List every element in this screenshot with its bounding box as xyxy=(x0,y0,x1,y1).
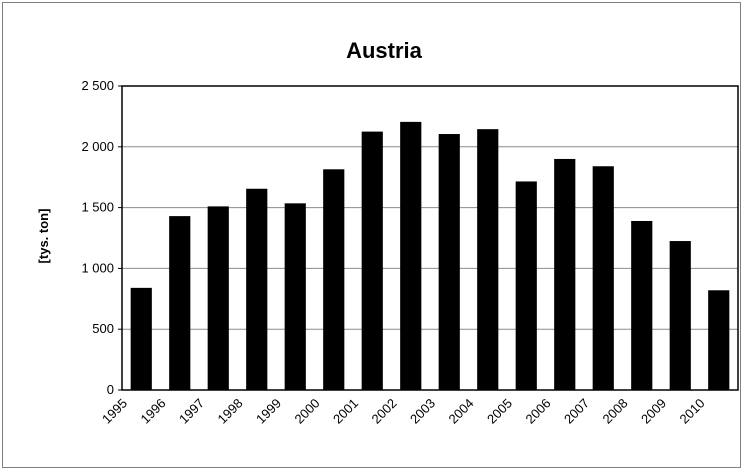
x-tick-label: 2010 xyxy=(677,396,708,427)
x-tick-label: 2004 xyxy=(446,396,477,427)
bar xyxy=(669,241,691,390)
bar xyxy=(169,216,191,390)
plot-area-border xyxy=(121,85,739,391)
x-tick-label: 1999 xyxy=(253,396,284,427)
bar xyxy=(708,290,730,390)
x-tick-label: 1996 xyxy=(138,396,169,427)
bar xyxy=(130,287,152,390)
bar xyxy=(438,134,460,390)
x-tick-label: 2008 xyxy=(600,396,631,427)
bar xyxy=(554,158,576,390)
x-tick-label: 2001 xyxy=(330,396,361,427)
y-tick-label: 500 xyxy=(92,321,114,336)
x-tick-label: 2003 xyxy=(407,396,438,427)
x-tick-label: 2007 xyxy=(561,396,592,427)
x-tick-label: 2000 xyxy=(292,396,323,427)
x-tick-label: 1995 xyxy=(99,396,130,427)
x-tick-label: 1997 xyxy=(176,396,207,427)
axes xyxy=(121,85,739,391)
bar xyxy=(515,181,537,390)
y-tick-labels: 0 500 1 000 1 500 2 000 2 500 xyxy=(81,78,114,397)
bar xyxy=(592,166,614,390)
y-tick-label: 2 000 xyxy=(81,139,114,154)
x-tick-label: 1998 xyxy=(215,396,246,427)
y-tick-label: 1 000 xyxy=(81,260,114,275)
y-axis-label: [tys. ton] xyxy=(36,209,51,264)
x-tick-label: 2006 xyxy=(523,396,554,427)
bar xyxy=(361,131,383,390)
bar xyxy=(323,169,345,390)
x-tick-labels: 1995 1996 1997 1998 1999 2000 2001 2002 2003 2004… xyxy=(99,396,708,427)
chart-title: Austria xyxy=(346,38,423,63)
y-tick-label: 1 500 xyxy=(81,200,114,215)
x-tick-label: 2009 xyxy=(638,396,669,427)
bar xyxy=(246,188,268,390)
x-tick-label: 2002 xyxy=(369,396,400,427)
bar xyxy=(400,121,422,390)
bar xyxy=(477,129,499,390)
bar xyxy=(207,206,229,390)
bars xyxy=(130,121,730,390)
y-tick-label: 2 500 xyxy=(81,78,114,93)
x-tick-label: 2005 xyxy=(484,396,515,427)
y-tick-label: 0 xyxy=(107,382,114,397)
bar xyxy=(284,203,306,390)
bar xyxy=(631,220,653,390)
